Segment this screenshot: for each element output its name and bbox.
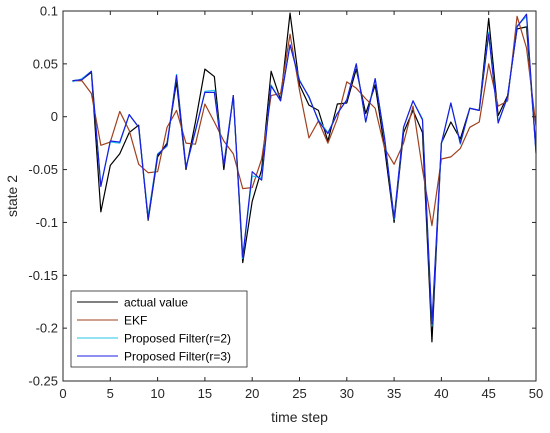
y-tick-label: -0.25 bbox=[28, 374, 58, 389]
x-tick-label: 45 bbox=[481, 386, 495, 401]
legend-label-ekf: EKF bbox=[124, 314, 147, 328]
x-tick-label: 50 bbox=[529, 386, 543, 401]
legend-box bbox=[70, 290, 248, 368]
series-line-ekf bbox=[72, 15, 537, 227]
x-axis-label: time step bbox=[271, 409, 328, 425]
y-tick-label: -0.15 bbox=[28, 268, 58, 283]
y-tick-label: -0.1 bbox=[36, 215, 58, 230]
series-layer bbox=[72, 12, 537, 343]
legend-item-proposed-filter-r3: Proposed Filter(r=3) bbox=[77, 350, 231, 364]
y-tick-label: -0.05 bbox=[28, 162, 58, 177]
axes-layer: 0 5 10 15 20 25 30 35 40 45 50 -0.25 -0.2 -0.15 -0.1 -0… bbox=[28, 4, 543, 402]
y-axis-label: state 2 bbox=[4, 175, 20, 217]
x-tick-label: 30 bbox=[340, 386, 354, 401]
legend-item-proposed-filter-r2: Proposed Filter(r=2) bbox=[77, 332, 231, 346]
legend-label-actual-value: actual value bbox=[124, 296, 188, 310]
legend-label-proposed-filter-r3: Proposed Filter(r=3) bbox=[124, 350, 231, 364]
x-tick-label: 10 bbox=[150, 386, 164, 401]
x-tick-label: 25 bbox=[292, 386, 306, 401]
series-line-proposed-filter-r-3 bbox=[72, 13, 537, 325]
y-tick-label: 0 bbox=[51, 109, 58, 124]
y-tick-label: 0.1 bbox=[40, 4, 58, 19]
y-tick-label: -0.2 bbox=[36, 321, 58, 336]
series-line-proposed-filter-r-2 bbox=[72, 15, 537, 327]
x-tick-label: 0 bbox=[59, 386, 66, 401]
x-tick-label: 15 bbox=[198, 386, 212, 401]
legend-item-actual-value: actual value bbox=[77, 296, 188, 310]
legend: actual value EKF Proposed Filter(r=2) Pr… bbox=[70, 290, 248, 368]
legend-item-ekf: EKF bbox=[77, 314, 147, 328]
legend-label-proposed-filter-r2: Proposed Filter(r=2) bbox=[124, 332, 231, 346]
x-tick-label: 35 bbox=[387, 386, 401, 401]
x-tick-label: 40 bbox=[434, 386, 448, 401]
y-tick-label: 0.05 bbox=[33, 56, 58, 71]
x-tick-label: 5 bbox=[107, 386, 114, 401]
x-tick-label: 20 bbox=[245, 386, 259, 401]
